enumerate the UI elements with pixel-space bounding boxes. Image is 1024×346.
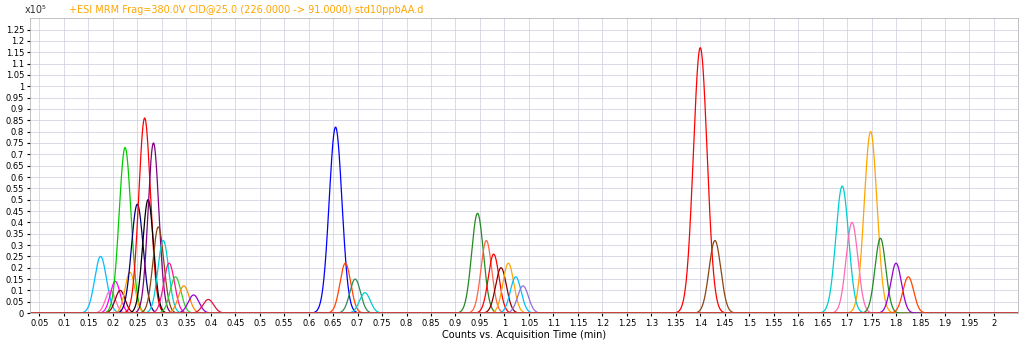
- X-axis label: Counts vs. Acquisition Time (min): Counts vs. Acquisition Time (min): [442, 330, 606, 340]
- Text: x10⁵: x10⁵: [25, 5, 46, 15]
- Text: +ESI MRM Frag=380.0V CID@25.0 (226.0000 -> 91.0000) std10ppbAA.d: +ESI MRM Frag=380.0V CID@25.0 (226.0000 …: [70, 5, 424, 15]
